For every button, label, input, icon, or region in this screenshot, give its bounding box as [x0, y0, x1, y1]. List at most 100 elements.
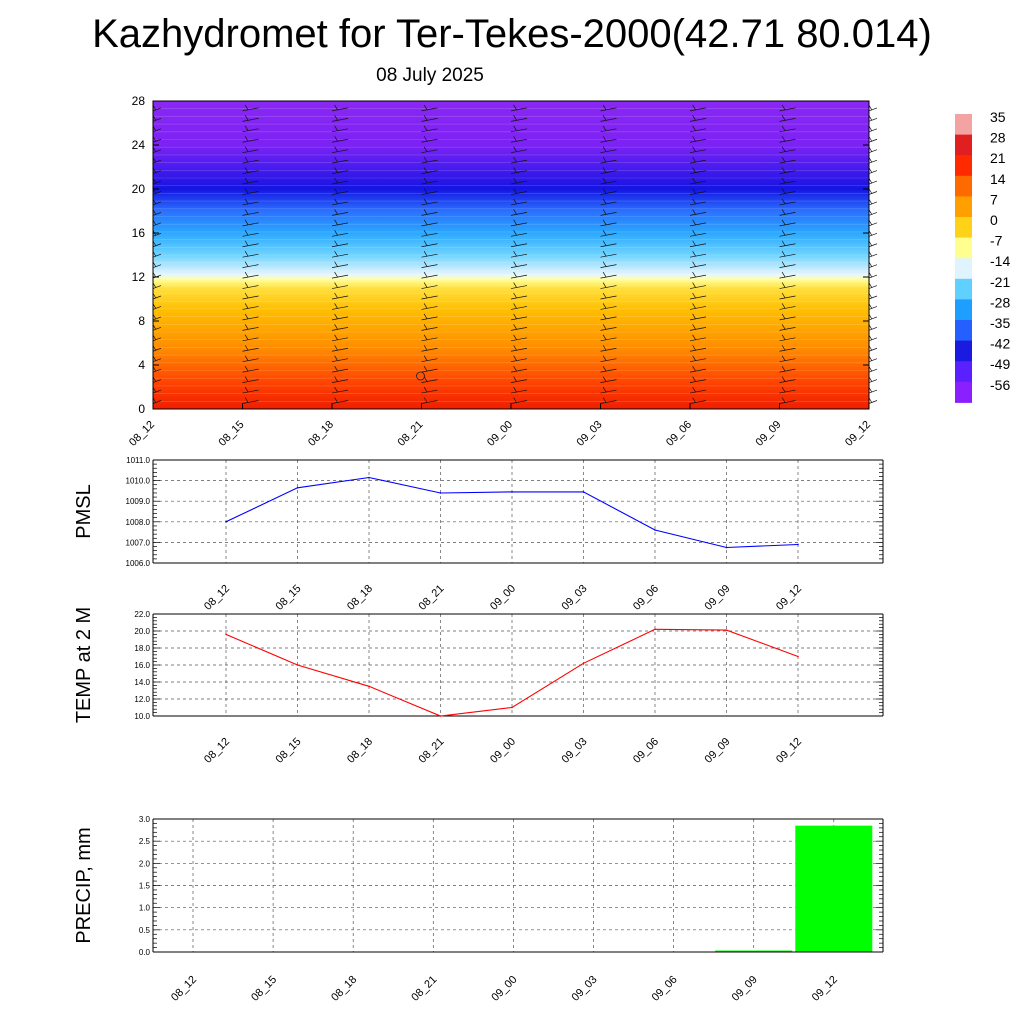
data-point — [296, 664, 299, 666]
wind-barb — [779, 327, 796, 331]
wind-barb-flag — [334, 209, 338, 215]
wind-barb — [600, 274, 617, 279]
wind-barb-flag — [244, 136, 249, 142]
wind-barb-flag — [513, 376, 517, 382]
heatmap-panel: 0 4 8 12 16 20 24 28 08_12 08_15 08_18 08_21 09_00 09… — [127, 94, 1010, 449]
wind-barb — [152, 337, 162, 342]
wind-barb-flag — [602, 313, 607, 320]
wind-barb — [510, 232, 528, 237]
data-point — [725, 546, 728, 549]
wind-barb-flag — [602, 136, 607, 142]
wind-barb — [510, 400, 528, 404]
data-point — [439, 492, 442, 494]
wind-barb-flag — [513, 303, 517, 309]
x-tick-label: 09_03 — [570, 974, 600, 1004]
wind-barb — [331, 212, 349, 216]
wind-barb-flag — [423, 104, 428, 111]
wind-barb-flag — [423, 198, 428, 205]
wind-barb — [242, 138, 259, 143]
wind-barb-flag — [692, 355, 696, 361]
x-tick-label: 09_03 — [560, 583, 590, 613]
colorbar-label: -56 — [990, 377, 1010, 393]
wind-barb-flag — [334, 136, 338, 142]
temperature-field — [153, 101, 869, 409]
wind-barb-flag — [781, 271, 786, 278]
wind-barb — [868, 295, 878, 300]
wind-barb-flag — [781, 136, 786, 142]
wind-barb — [421, 274, 438, 279]
wind-barb-flag — [334, 376, 338, 382]
wind-barb-flag — [781, 167, 786, 173]
colorbar-label: 0 — [990, 212, 998, 228]
wind-barb-flag — [692, 282, 696, 288]
wind-barb — [689, 212, 707, 216]
x-tick-label: 08_18 — [329, 974, 359, 1004]
wind-barb — [600, 201, 617, 206]
y-tick-label: 16 — [132, 226, 146, 240]
x-tick-label: 09_06 — [664, 419, 694, 449]
y-tick-label: 1009.0 — [126, 497, 151, 506]
wind-barb — [242, 170, 259, 174]
wind-barb — [331, 337, 349, 342]
wind-barb-flag — [513, 365, 517, 372]
colorbar-swatch — [955, 361, 972, 383]
wind-barb — [331, 222, 349, 227]
wind-barb — [242, 118, 259, 122]
colorbar-label: -42 — [990, 336, 1010, 352]
wind-barb — [689, 138, 707, 143]
wind-barb-flag — [692, 303, 696, 309]
wind-barb — [421, 379, 438, 383]
wind-barb-flag — [781, 177, 786, 184]
wind-barb — [868, 306, 878, 310]
wind-barb — [689, 201, 707, 206]
wind-barb — [331, 306, 349, 310]
wind-barb — [600, 243, 617, 248]
y-tick-label: 10.0 — [134, 712, 150, 721]
wind-barb — [868, 379, 878, 383]
wind-barb — [689, 274, 707, 279]
wind-barb — [689, 358, 707, 363]
wind-barb — [331, 347, 349, 352]
wind-barb — [868, 337, 878, 342]
wind-barb — [510, 149, 528, 154]
x-tick-label: 08_21 — [396, 419, 426, 449]
x-tick-label: 08_21 — [409, 974, 439, 1004]
wind-barb — [421, 149, 438, 154]
wind-barb — [779, 107, 796, 112]
wind-barb-flag — [244, 251, 249, 257]
wind-barb — [868, 232, 878, 237]
wind-barb — [779, 358, 796, 363]
wind-barb-flag — [244, 271, 249, 278]
wind-barb — [242, 400, 259, 404]
wind-barb — [779, 222, 796, 227]
wind-barb — [152, 222, 162, 227]
wind-barb-flag — [781, 386, 786, 393]
wind-barb — [868, 149, 878, 154]
wind-barb — [779, 170, 796, 174]
wind-barb — [421, 358, 438, 363]
wind-barb — [510, 170, 528, 174]
wind-barb — [510, 327, 528, 331]
y-tick-label: 1008.0 — [126, 518, 151, 527]
x-tick-label: 09_06 — [650, 974, 680, 1004]
x-tick-label: 08_12 — [202, 736, 232, 766]
wind-barb-flag — [692, 261, 696, 267]
wind-barb — [510, 159, 528, 164]
wind-barb — [600, 107, 617, 112]
wind-barb-flag — [334, 146, 338, 152]
wind-barb-flag — [602, 240, 607, 246]
wind-barb — [510, 118, 528, 122]
wind-barb-flag — [334, 271, 338, 278]
wind-barb-flag — [513, 292, 517, 299]
wind-barb-flag — [513, 146, 517, 152]
wind-barb-flag — [423, 156, 428, 163]
wind-barb — [152, 327, 162, 331]
wind-barb — [152, 306, 162, 310]
wind-barb — [689, 159, 707, 164]
wind-barb — [421, 316, 438, 321]
wind-barb — [242, 285, 259, 289]
wind-barb — [689, 368, 707, 373]
y-tick-label: 28 — [132, 94, 146, 108]
wind-barb — [421, 138, 438, 143]
data-point — [368, 685, 370, 688]
